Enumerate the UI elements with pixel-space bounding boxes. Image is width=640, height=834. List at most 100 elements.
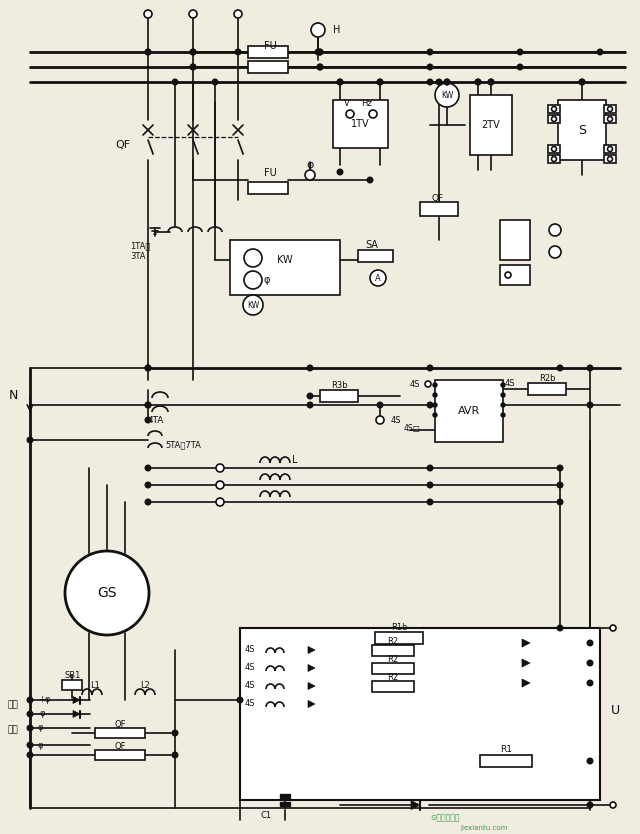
Circle shape: [607, 117, 612, 122]
Circle shape: [549, 224, 561, 236]
Circle shape: [144, 10, 152, 18]
Circle shape: [436, 79, 442, 85]
Circle shape: [557, 365, 563, 371]
Circle shape: [317, 64, 323, 70]
Text: U: U: [611, 704, 620, 716]
Bar: [62, 680, 82, 690]
Text: R3b: R3b: [331, 380, 348, 389]
Text: H: H: [333, 25, 340, 35]
Text: 4S: 4S: [244, 681, 255, 691]
Circle shape: [369, 110, 377, 118]
Text: -φ: -φ: [38, 710, 47, 719]
Text: N: N: [8, 389, 18, 401]
Circle shape: [517, 49, 523, 55]
Circle shape: [307, 365, 313, 371]
Text: φ: φ: [38, 724, 44, 732]
Text: φ: φ: [307, 160, 314, 170]
Bar: [548, 155, 560, 163]
Text: 均压: 均压: [7, 726, 18, 735]
Bar: [558, 100, 606, 160]
Circle shape: [588, 641, 593, 646]
Bar: [375, 632, 423, 644]
Circle shape: [145, 500, 151, 505]
Bar: [548, 115, 560, 123]
Circle shape: [145, 49, 151, 55]
Bar: [280, 794, 290, 798]
Circle shape: [27, 752, 33, 758]
Circle shape: [552, 117, 557, 122]
Circle shape: [376, 416, 384, 424]
Circle shape: [236, 49, 241, 55]
Circle shape: [317, 49, 323, 55]
Circle shape: [588, 402, 593, 408]
Bar: [604, 105, 616, 113]
Text: A: A: [375, 274, 381, 283]
Circle shape: [145, 402, 151, 408]
Circle shape: [588, 758, 593, 764]
Polygon shape: [308, 682, 315, 690]
Circle shape: [27, 697, 33, 703]
Circle shape: [428, 465, 433, 471]
Circle shape: [317, 64, 323, 70]
Circle shape: [428, 79, 433, 85]
Text: 4S□: 4S□: [403, 424, 420, 433]
Circle shape: [597, 49, 603, 55]
Text: R2: R2: [387, 655, 399, 664]
Text: L1: L1: [90, 681, 100, 690]
Circle shape: [237, 697, 243, 703]
Circle shape: [428, 500, 433, 505]
Bar: [95, 728, 145, 738]
Circle shape: [552, 147, 557, 152]
Text: R1b: R1b: [391, 622, 407, 631]
Circle shape: [377, 79, 383, 85]
Text: R1: R1: [500, 746, 512, 755]
Text: SB1: SB1: [65, 671, 81, 680]
Circle shape: [145, 417, 151, 423]
Circle shape: [190, 64, 196, 70]
Bar: [320, 390, 358, 402]
Bar: [528, 383, 566, 395]
Bar: [604, 145, 616, 153]
Circle shape: [433, 403, 437, 407]
Circle shape: [145, 482, 151, 488]
Circle shape: [337, 169, 343, 175]
Bar: [333, 100, 388, 148]
Text: jiexiantu.com: jiexiantu.com: [460, 825, 508, 831]
Bar: [358, 250, 393, 262]
Bar: [230, 240, 340, 295]
Circle shape: [234, 10, 242, 18]
Polygon shape: [308, 701, 315, 707]
Text: 1TA～: 1TA～: [130, 242, 150, 250]
Polygon shape: [308, 646, 315, 654]
Text: 4TA: 4TA: [148, 415, 164, 425]
Bar: [500, 265, 530, 285]
Circle shape: [610, 802, 616, 808]
Circle shape: [190, 49, 196, 55]
Circle shape: [588, 365, 593, 371]
Circle shape: [488, 79, 494, 85]
Bar: [420, 202, 458, 216]
Text: φ: φ: [38, 741, 44, 750]
Circle shape: [428, 64, 433, 70]
Bar: [480, 755, 532, 767]
Text: 5TA～7TA: 5TA～7TA: [165, 440, 201, 450]
Text: R2: R2: [387, 672, 399, 681]
Bar: [604, 155, 616, 163]
Text: ⊙绿电气资源: ⊙绿电气资源: [430, 813, 460, 822]
Text: GS: GS: [97, 586, 116, 600]
Bar: [372, 681, 414, 692]
Text: C1: C1: [261, 811, 272, 820]
Bar: [548, 105, 560, 113]
Circle shape: [517, 64, 523, 70]
Polygon shape: [73, 696, 80, 704]
Circle shape: [216, 498, 224, 506]
Circle shape: [501, 393, 505, 397]
Circle shape: [145, 49, 151, 55]
Circle shape: [190, 49, 196, 55]
Text: R2b: R2b: [539, 374, 556, 383]
Text: QF: QF: [115, 720, 125, 729]
Circle shape: [27, 742, 33, 748]
Text: AVR: AVR: [458, 406, 480, 416]
Circle shape: [579, 79, 585, 85]
Bar: [248, 61, 288, 73]
